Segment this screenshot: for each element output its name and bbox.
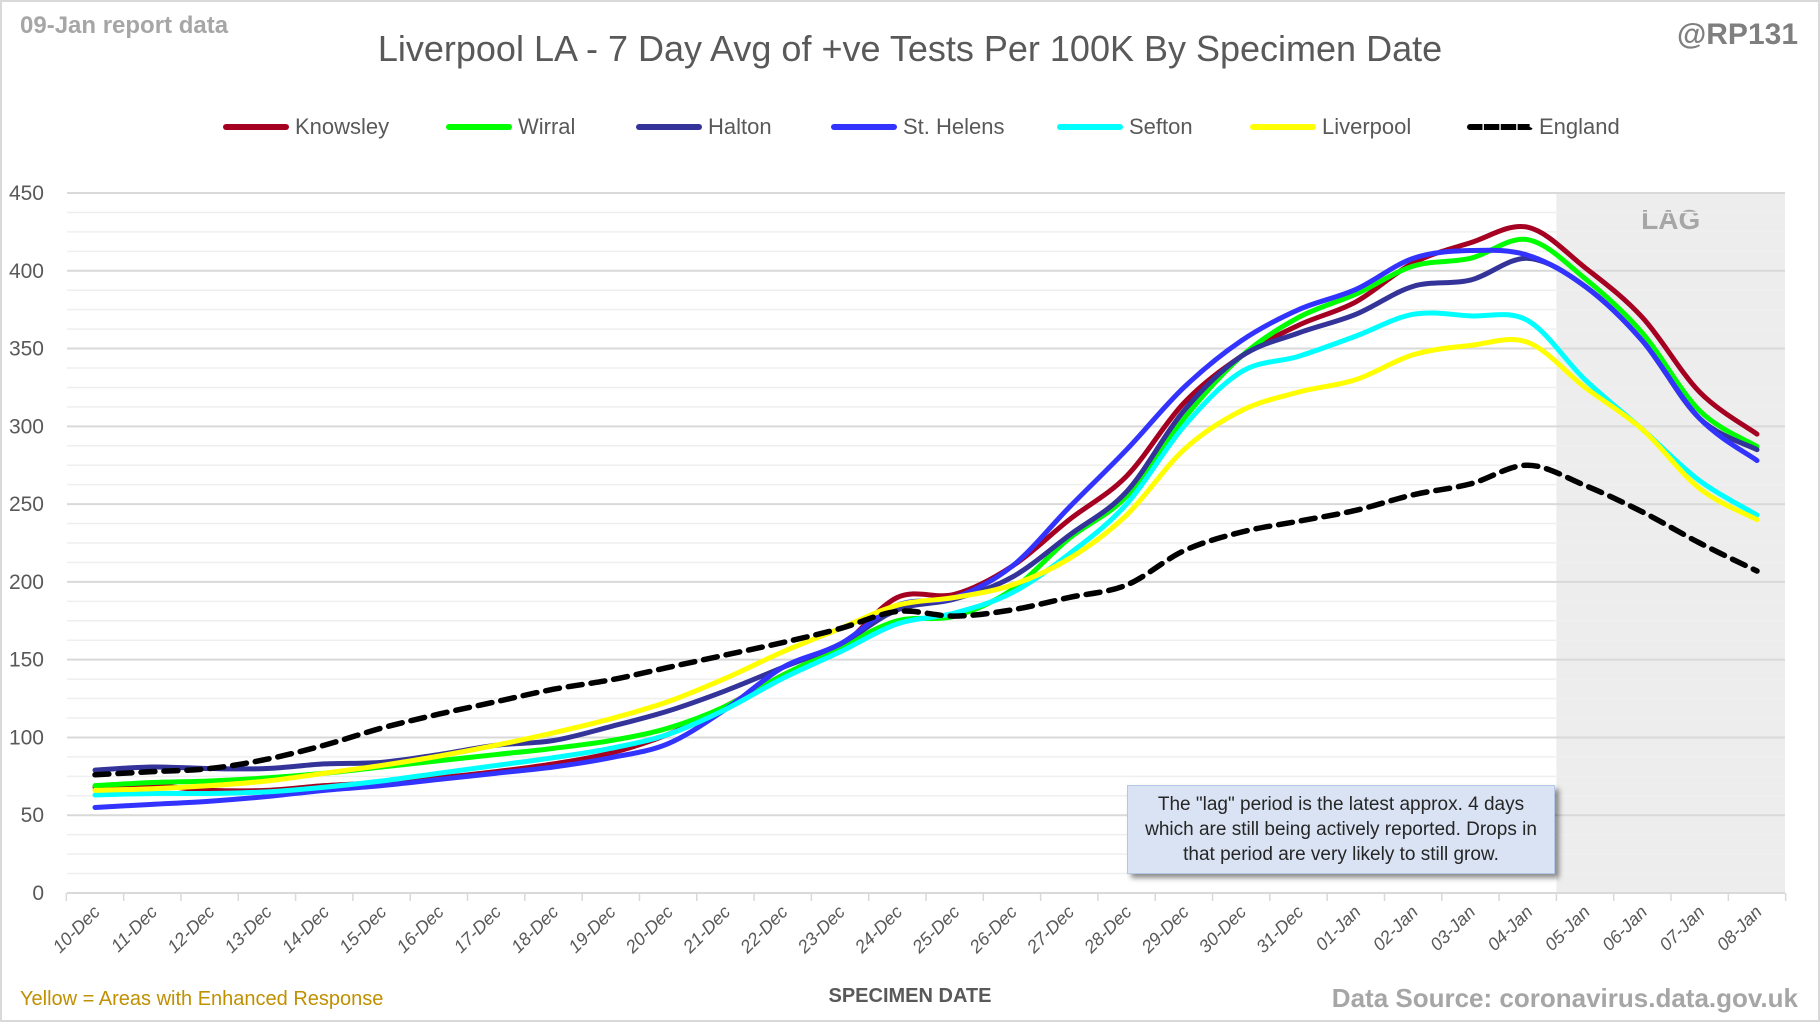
legend-label: St. Helens bbox=[903, 114, 1005, 139]
x-tick-label: 27-Dec bbox=[1022, 902, 1078, 958]
x-tick-label: 15-Dec bbox=[335, 902, 390, 957]
data-source: Data Source: coronavirus.data.gov.uk bbox=[1331, 983, 1798, 1013]
legend-item: Sefton bbox=[1057, 112, 1193, 142]
lag-label: LAG bbox=[1641, 204, 1700, 235]
x-tick-label: 11-Dec bbox=[107, 902, 161, 956]
y-tick-label: 450 bbox=[9, 182, 44, 205]
enhanced-response-note: Yellow = Areas with Enhanced Response bbox=[20, 988, 384, 1010]
x-tick-label: 18-Dec bbox=[507, 902, 562, 957]
x-tick-label: 31-Dec bbox=[1252, 902, 1307, 957]
x-tick-label: 12-Dec bbox=[163, 902, 218, 957]
x-tick-label: 08-Jan bbox=[1713, 902, 1766, 955]
x-tick-label: 28-Dec bbox=[1080, 902, 1136, 958]
x-tick-label: 10-Dec bbox=[49, 902, 104, 957]
x-tick-label: 19-Dec bbox=[564, 902, 619, 957]
x-tick-label: 03-Jan bbox=[1426, 902, 1479, 955]
x-tick-label: 25-Dec bbox=[908, 902, 964, 958]
legend-swatch bbox=[636, 124, 702, 130]
chart-title: Liverpool LA - 7 Day Avg of +ve Tests Pe… bbox=[377, 28, 1443, 69]
x-tick-label: 07-Jan bbox=[1655, 902, 1708, 955]
series-line-st-helens bbox=[92, 247, 1760, 810]
series-line-wirral bbox=[92, 236, 1760, 789]
series-line-england bbox=[92, 462, 1760, 778]
legend-swatch bbox=[1057, 124, 1123, 130]
x-tick-label: 23-Dec bbox=[793, 902, 849, 958]
x-tick-label: 22-Dec bbox=[736, 902, 792, 958]
lag-note: The "lag" period is the latest approx. 4… bbox=[1127, 785, 1555, 874]
y-tick-label: 0 bbox=[32, 882, 44, 905]
series-line-knowsley bbox=[92, 223, 1760, 794]
x-tick-label: 30-Dec bbox=[1195, 902, 1250, 957]
y-tick-label: 250 bbox=[9, 493, 44, 516]
legend-label: Halton bbox=[708, 114, 772, 139]
x-tick-label: 20-Dec bbox=[621, 902, 677, 958]
y-tick-label: 400 bbox=[9, 260, 44, 283]
legend-item: Knowsley bbox=[223, 112, 389, 142]
legend-label: England bbox=[1539, 114, 1620, 139]
legend-swatch bbox=[446, 124, 512, 130]
x-tick-label: 04-Jan bbox=[1484, 902, 1537, 955]
author-handle: @RP131 bbox=[1677, 18, 1798, 51]
legend-label: Sefton bbox=[1129, 114, 1193, 139]
series-line-sefton bbox=[92, 310, 1760, 798]
legend-item: Wirral bbox=[446, 112, 575, 142]
y-tick-label: 50 bbox=[21, 804, 44, 827]
legend-label: Liverpool bbox=[1322, 114, 1412, 139]
x-tick-label: 16-Dec bbox=[393, 902, 448, 957]
legend-swatch bbox=[223, 124, 289, 130]
y-tick-label: 200 bbox=[9, 571, 44, 594]
x-tick-label: 29-Dec bbox=[1137, 902, 1193, 958]
x-tick-label: 05-Jan bbox=[1541, 902, 1594, 955]
legend-swatch bbox=[1250, 124, 1316, 130]
report-date-label: 09-Jan report data bbox=[20, 12, 229, 39]
x-tick-label: 17-Dec bbox=[450, 902, 505, 957]
legend-item: England bbox=[1467, 112, 1620, 142]
y-tick-label: 350 bbox=[9, 338, 44, 361]
legend-swatch bbox=[831, 124, 897, 130]
x-tick-label: 02-Jan bbox=[1369, 902, 1422, 955]
legend-item: St. Helens bbox=[831, 112, 1005, 142]
legend-label: Wirral bbox=[518, 114, 576, 139]
series-line-halton bbox=[92, 255, 1760, 773]
x-tick-label: 14-Dec bbox=[278, 902, 333, 957]
y-tick-label: 100 bbox=[9, 726, 44, 749]
legend-item: Liverpool bbox=[1250, 112, 1411, 142]
x-tick-label: 01-Jan bbox=[1312, 902, 1365, 955]
x-tick-label: 26-Dec bbox=[965, 902, 1021, 958]
x-tick-label: 21-Dec bbox=[678, 902, 734, 958]
legend-label: Knowsley bbox=[295, 114, 390, 139]
x-tick-label: 06-Jan bbox=[1598, 902, 1651, 955]
legend-item: Halton bbox=[636, 112, 772, 142]
y-tick-label: 150 bbox=[9, 649, 44, 672]
x-axis-title: SPECIMEN DATE bbox=[828, 985, 992, 1007]
x-tick-label: 24-Dec bbox=[850, 902, 906, 958]
x-tick-label: 13-Dec bbox=[221, 902, 276, 957]
legend: Knowsley Wirral Halton St. Helens Sefton Live… bbox=[0, 112, 1820, 142]
y-tick-label: 300 bbox=[9, 415, 44, 438]
legend-swatch bbox=[1467, 124, 1533, 130]
